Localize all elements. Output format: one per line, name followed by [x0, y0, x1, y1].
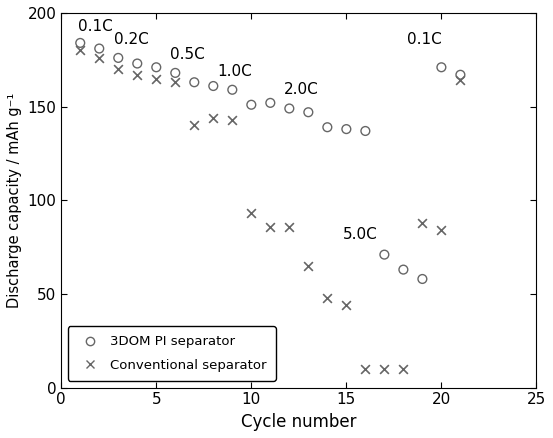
Point [114, 54, 123, 61]
Point [418, 219, 427, 226]
Point [456, 77, 465, 84]
Point [171, 69, 180, 76]
Point [437, 64, 446, 71]
Text: 0.1C: 0.1C [79, 18, 113, 34]
Point [133, 60, 142, 67]
Point [76, 47, 85, 54]
Point [380, 365, 389, 372]
Point [285, 223, 294, 230]
Point [133, 71, 142, 78]
Point [323, 124, 332, 131]
Text: 2.0C: 2.0C [284, 82, 319, 97]
Point [76, 39, 85, 46]
Point [114, 66, 123, 73]
Point [247, 210, 255, 217]
Legend: 3DOM PI separator, Conventional separator: 3DOM PI separator, Conventional separato… [68, 326, 276, 381]
Point [361, 127, 370, 134]
Point [342, 302, 351, 309]
Point [304, 262, 313, 269]
Point [285, 105, 294, 112]
Point [190, 79, 199, 86]
Point [437, 227, 446, 234]
Point [228, 86, 237, 93]
Point [171, 79, 180, 86]
Text: 0.1C: 0.1C [407, 32, 442, 47]
Point [95, 45, 103, 52]
Point [304, 109, 313, 116]
Text: 0.2C: 0.2C [114, 32, 149, 47]
Y-axis label: Discharge capacity / mAh g⁻¹: Discharge capacity / mAh g⁻¹ [7, 93, 22, 308]
Point [361, 365, 370, 372]
Point [323, 294, 332, 301]
Point [95, 54, 103, 61]
Point [266, 223, 275, 230]
Point [228, 116, 237, 123]
Point [456, 71, 465, 78]
Text: 0.5C: 0.5C [170, 47, 204, 62]
X-axis label: Cycle number: Cycle number [241, 413, 357, 431]
Point [342, 126, 351, 133]
Point [380, 251, 389, 258]
Point [152, 64, 161, 71]
Point [247, 101, 255, 108]
Text: 5.0C: 5.0C [342, 226, 377, 241]
Point [190, 122, 199, 129]
Text: 1.0C: 1.0C [217, 64, 252, 78]
Point [209, 114, 218, 121]
Point [209, 82, 218, 89]
Point [418, 276, 427, 283]
Point [266, 99, 275, 106]
Point [399, 266, 408, 273]
Point [399, 365, 408, 372]
Point [152, 75, 161, 82]
